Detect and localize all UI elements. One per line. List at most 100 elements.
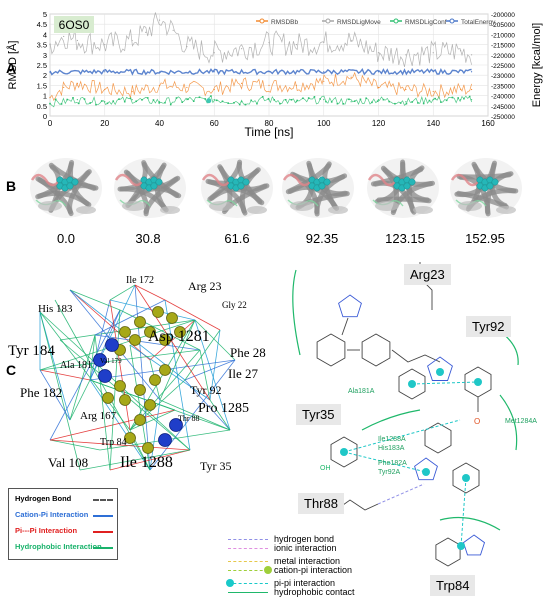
interaction-edge xyxy=(39,311,71,421)
network-residue-label: Arg 167 xyxy=(80,410,117,422)
data-point xyxy=(268,84,270,86)
helix-bottom xyxy=(458,201,482,211)
chart-title-box xyxy=(54,16,94,33)
ligand-atom xyxy=(98,369,112,383)
series-line xyxy=(49,71,472,102)
frame-time-label: 0.0 xyxy=(56,231,76,246)
key-line xyxy=(228,561,268,562)
pi-pi-line xyxy=(343,419,461,453)
x-tick-label: 140 xyxy=(427,119,441,128)
y2-axis-ticks: -200000 -205000 -210000 -215000 -220000 -2250… xyxy=(491,12,515,121)
series-marker xyxy=(376,100,379,102)
network-residue-label: Asp 1281 xyxy=(148,328,210,345)
data-point xyxy=(405,101,407,103)
x-tick-label: 40 xyxy=(155,119,164,128)
data-point xyxy=(49,97,51,99)
ligand-atom xyxy=(318,182,326,190)
diagram-residue-label: Tyr92 xyxy=(466,316,511,337)
interaction-edge xyxy=(39,369,71,421)
y-axis-ticks: 00.51 1.522.533.5 44.55 xyxy=(37,10,47,121)
diagram-contact-label: Met1284A xyxy=(505,418,537,425)
interaction-edge xyxy=(159,399,231,431)
series-marker xyxy=(112,100,115,102)
series-TotalEnergy xyxy=(49,67,473,76)
series-line xyxy=(49,12,472,67)
series-marker xyxy=(279,102,281,105)
key-line xyxy=(228,592,268,593)
helix-bottom xyxy=(375,201,399,211)
biphenyl-ring-1 xyxy=(316,333,346,367)
series-marker xyxy=(445,99,448,102)
data-point xyxy=(63,86,65,89)
series-marker xyxy=(382,98,385,101)
interaction-edge xyxy=(89,379,151,471)
data-point xyxy=(295,44,297,46)
network-residue-label: Arg 23 xyxy=(188,279,222,293)
series-RMSDBb xyxy=(49,71,473,102)
ligand-atom xyxy=(491,178,499,186)
y-tick-label: 0.5 xyxy=(37,102,47,111)
series-marker xyxy=(77,102,80,105)
interaction-edge xyxy=(149,399,161,471)
interaction-edge xyxy=(49,439,191,451)
ligand-atom xyxy=(155,178,163,186)
pi-center xyxy=(422,468,430,476)
pi-pi-line xyxy=(343,451,427,473)
sheet-strand xyxy=(367,173,398,187)
y2-axis-label: Energy [kcal/mol] xyxy=(531,23,543,107)
benzimidazole-ring xyxy=(398,368,426,400)
interaction-edge xyxy=(39,369,91,381)
data-point xyxy=(350,76,352,78)
interaction-edge xyxy=(79,449,191,471)
ligand-atom xyxy=(144,399,156,411)
data-point xyxy=(377,86,380,89)
frame-time-label: 30.8 xyxy=(135,231,161,246)
legend-label: TotalEnergy xyxy=(461,19,496,26)
interaction-edge xyxy=(39,349,201,371)
diagram-contact-label: His183A xyxy=(378,445,405,452)
panel-a-label: A xyxy=(6,60,17,76)
series-marker xyxy=(89,102,92,104)
helix-bottom-2 xyxy=(247,206,267,214)
y2-tick-label: -200000 xyxy=(491,12,515,19)
series-marker xyxy=(371,101,373,104)
series-RMSDLigConf xyxy=(49,95,473,108)
series-marker xyxy=(135,100,138,103)
x-tick-label: 120 xyxy=(372,119,386,128)
series-marker xyxy=(359,98,362,101)
data-point xyxy=(405,88,407,91)
legend-marker xyxy=(449,18,455,24)
data-point xyxy=(158,19,161,21)
series-marker xyxy=(95,103,97,106)
chart-legend: RMSDBb RMSDLigMove RMSDLigConf TotalEnergy xyxy=(256,18,496,26)
interaction-edge xyxy=(39,311,131,431)
sheet-strand xyxy=(114,173,145,187)
data-point xyxy=(432,90,434,93)
data-point xyxy=(158,84,161,86)
series-marker xyxy=(273,99,276,101)
frame-time-label: 123.15 xyxy=(385,231,425,246)
helix-ribbon xyxy=(456,190,509,210)
ligand-2d-diagram: O OH xyxy=(292,262,519,567)
data-point xyxy=(241,101,243,103)
diagram-residue-label: Trp84 xyxy=(430,575,476,596)
diagram-contact-label: Phe182A xyxy=(378,460,407,467)
ligand-atom xyxy=(66,182,74,190)
y2-tick-label: -220000 xyxy=(491,53,515,60)
pi-center xyxy=(457,542,465,550)
data-point xyxy=(213,52,215,54)
series-marker xyxy=(399,102,402,104)
bond xyxy=(341,317,349,336)
series-marker xyxy=(210,95,212,97)
data-point xyxy=(131,39,133,42)
hbond-line xyxy=(377,483,425,505)
sheet-strand xyxy=(450,173,481,187)
series-marker xyxy=(187,98,189,101)
interaction-edge xyxy=(134,284,151,471)
data-point xyxy=(460,50,462,52)
protein-frame-2 xyxy=(201,158,273,218)
series-marker xyxy=(365,97,367,100)
ligand-atom xyxy=(119,326,131,338)
y2-tick-label: -225000 xyxy=(491,63,515,70)
